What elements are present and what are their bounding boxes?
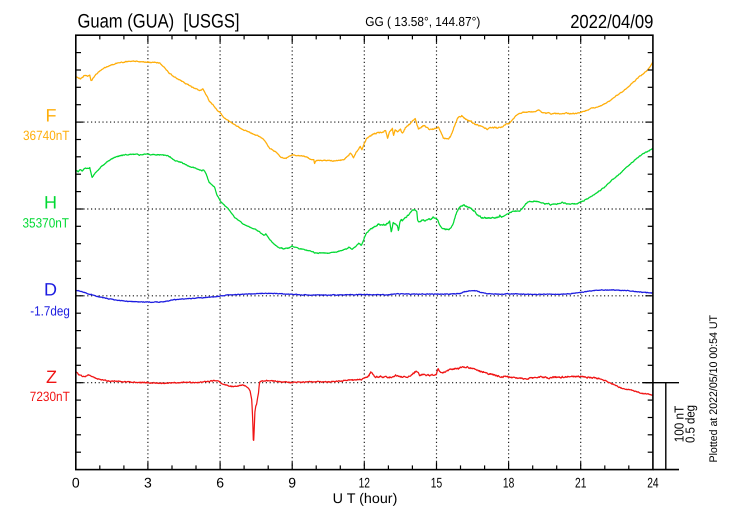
svg-text:0: 0 [72, 475, 80, 491]
svg-text:D: D [44, 279, 57, 299]
svg-text:12: 12 [359, 475, 371, 491]
svg-text:100 nT: 100 nT [672, 406, 687, 443]
svg-text:15: 15 [431, 475, 443, 491]
svg-text:F: F [46, 106, 57, 126]
svg-text:35370nT: 35370nT [23, 215, 70, 230]
svg-text:3: 3 [144, 475, 152, 491]
svg-text:Guam (GUA) [USGS]: Guam (GUA) [USGS] [78, 11, 240, 33]
svg-text:6: 6 [216, 475, 224, 491]
svg-text:36740nT: 36740nT [23, 128, 70, 143]
svg-text:7230nT: 7230nT [30, 389, 70, 404]
svg-text:18: 18 [503, 475, 515, 491]
svg-text:24: 24 [647, 475, 659, 491]
svg-text:21: 21 [575, 475, 587, 491]
svg-text:H: H [44, 193, 57, 213]
svg-text:0.5 deg: 0.5 deg [683, 405, 698, 443]
svg-text:2022/04/09: 2022/04/09 [570, 12, 653, 33]
svg-text:9: 9 [288, 475, 296, 491]
svg-text:GG ( 13.58°, 144.87°): GG ( 13.58°, 144.87°) [365, 14, 480, 29]
svg-text:U T (hour): U T (hour) [333, 490, 398, 506]
svg-text:Plotted at 2022/05/10 00:54 UT: Plotted at 2022/05/10 00:54 UT [708, 315, 720, 463]
svg-text:-1.7deg: -1.7deg [30, 304, 70, 319]
svg-text:Z: Z [46, 367, 57, 387]
